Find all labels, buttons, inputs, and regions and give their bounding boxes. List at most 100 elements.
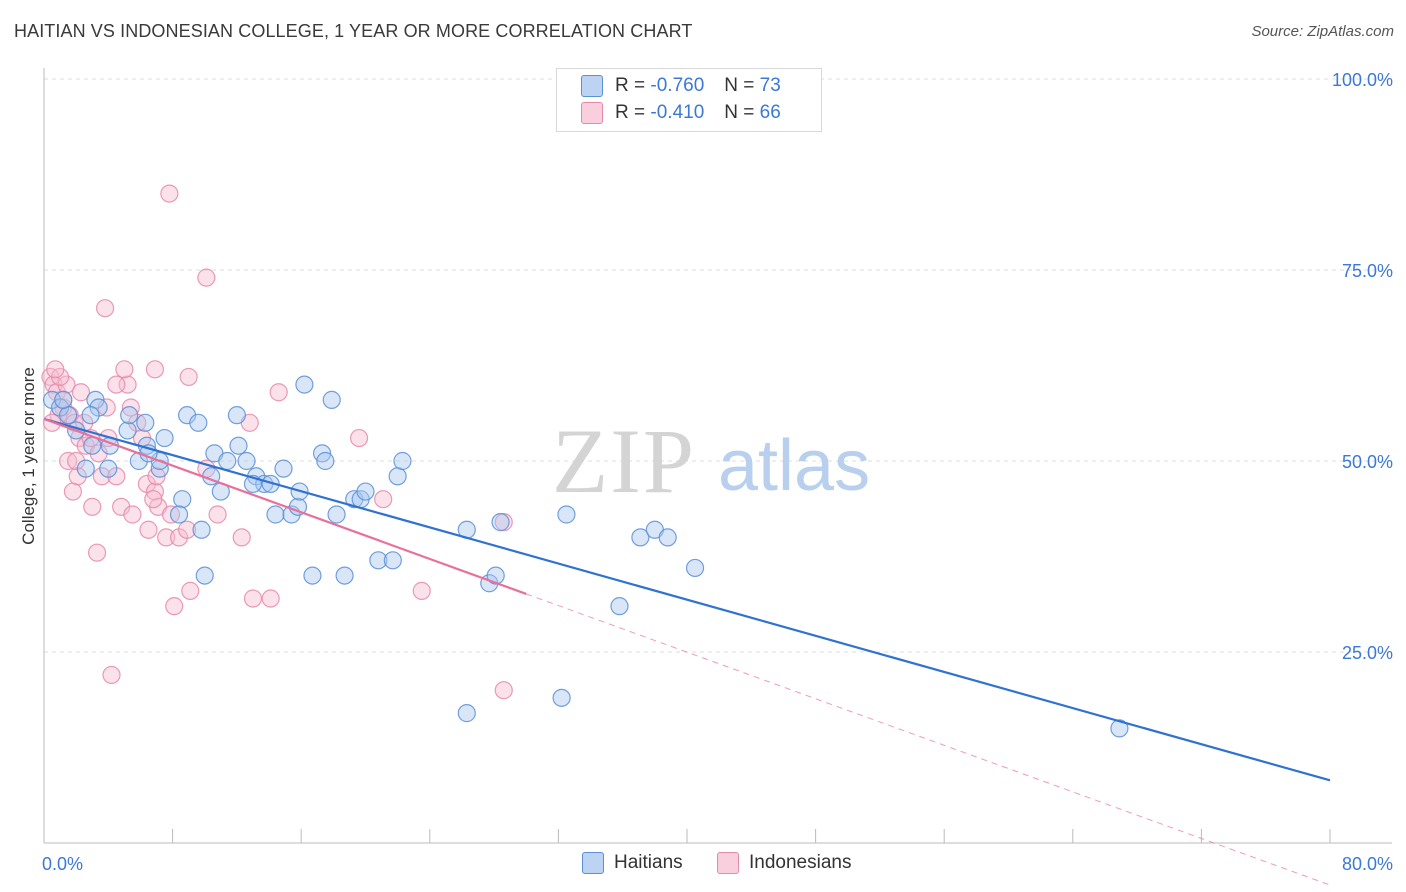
haitians-point-64 bbox=[685, 558, 705, 578]
indonesians-trend-extension bbox=[526, 593, 1331, 886]
indonesians-point-60 bbox=[123, 505, 142, 524]
haitians-point-41 bbox=[303, 566, 322, 585]
indonesians-point-65 bbox=[144, 490, 163, 509]
haitians-point-61 bbox=[631, 528, 650, 547]
n-label: N = bbox=[724, 102, 755, 123]
indonesians-point-11 bbox=[63, 482, 83, 501]
y-tick-label-0: 25.0% bbox=[1342, 643, 1393, 663]
r-value: -0.760 bbox=[650, 75, 705, 96]
indonesians-point-39 bbox=[374, 490, 393, 509]
haitians-point-24 bbox=[195, 566, 214, 585]
correlation-legend: R = -0.760 N = 73 R = -0.410 N = 66 bbox=[556, 68, 822, 132]
indonesians-point-63 bbox=[165, 597, 184, 616]
haitians-point-46 bbox=[335, 566, 354, 585]
haitians-point-40 bbox=[295, 375, 314, 394]
haitians-point-9 bbox=[99, 459, 118, 478]
indonesians-point-47 bbox=[107, 375, 126, 394]
haitians-point-66 bbox=[1110, 719, 1129, 738]
chart-title: HAITIAN VS INDONESIAN COLLEGE, 1 YEAR OR… bbox=[14, 21, 693, 41]
watermark-atlas: atlas bbox=[718, 426, 870, 506]
indonesians-point-50 bbox=[197, 268, 216, 287]
haitians-point-49 bbox=[356, 482, 375, 501]
watermark: ZIP atlas bbox=[552, 410, 870, 512]
haitians-point-65 bbox=[457, 704, 476, 723]
indonesians-point-58 bbox=[83, 497, 102, 516]
haitians-point-8 bbox=[81, 406, 100, 425]
haitians-swatch bbox=[582, 852, 604, 874]
indonesians-point-64 bbox=[243, 589, 263, 608]
haitians-point-11 bbox=[118, 421, 137, 440]
haitians-point-3 bbox=[54, 390, 73, 409]
haitians-point-59 bbox=[552, 688, 571, 707]
source-note: Source: ZipAtlas.com bbox=[1251, 23, 1394, 40]
indonesians-point-43 bbox=[102, 665, 121, 685]
haitians-point-50 bbox=[369, 551, 388, 570]
y-tick-label-3: 100.0% bbox=[1332, 70, 1393, 90]
indonesians-point-44 bbox=[145, 360, 165, 379]
haitians-point-29 bbox=[227, 406, 246, 425]
haitians-point-22 bbox=[189, 413, 208, 432]
indonesians-point-51 bbox=[87, 543, 107, 562]
n-value: 66 bbox=[759, 102, 781, 123]
haitians-point-53 bbox=[393, 451, 412, 471]
series-legend: Haitians Indonesians bbox=[0, 850, 1406, 880]
indonesians-point-57 bbox=[67, 451, 86, 471]
haitians-point-52 bbox=[388, 467, 407, 486]
indonesians-swatch bbox=[581, 102, 603, 124]
haitians-point-23 bbox=[192, 520, 211, 539]
haitians-point-44 bbox=[322, 390, 341, 409]
indonesians-point-36 bbox=[261, 589, 280, 608]
indonesians-point-42 bbox=[494, 681, 513, 700]
indonesians-point-40 bbox=[412, 581, 431, 600]
n-label: N = bbox=[724, 75, 755, 96]
haitians-point-60 bbox=[610, 597, 629, 616]
r-value: -0.410 bbox=[650, 102, 705, 123]
indonesians-point-52 bbox=[71, 383, 91, 402]
haitians-point-30 bbox=[229, 436, 248, 455]
indonesians-point-27 bbox=[157, 528, 176, 547]
haitians-point-12 bbox=[120, 406, 139, 425]
axes bbox=[43, 68, 1392, 844]
legend-row-indonesians: R = -0.410 N = 66 bbox=[581, 102, 781, 124]
haitians-point-57 bbox=[491, 513, 510, 532]
legend-item-indonesians[interactable]: Indonesians bbox=[717, 852, 851, 874]
haitians-point-17 bbox=[155, 428, 174, 448]
n-value: 73 bbox=[759, 75, 781, 96]
haitians-point-38 bbox=[288, 497, 308, 516]
y-tick-label-2: 75.0% bbox=[1342, 261, 1393, 281]
indonesians-point-31 bbox=[181, 581, 200, 600]
indonesians-trend-line bbox=[43, 417, 527, 595]
legend-item-haitians[interactable]: Haitians bbox=[582, 852, 683, 874]
x-tick-label-1: 80.0% bbox=[1342, 854, 1393, 874]
indonesians-point-25 bbox=[145, 482, 165, 501]
axis-labels: 25.0% 50.0% 75.0% 100.0% 0.0% 80.0% College, 1… bbox=[19, 70, 1393, 874]
haitians-points bbox=[42, 375, 1129, 738]
indonesians-point-38 bbox=[349, 428, 369, 448]
indonesians-point-34 bbox=[232, 528, 251, 547]
indonesians-point-48 bbox=[179, 367, 198, 387]
haitians-point-20 bbox=[169, 505, 189, 524]
haitians-point-6 bbox=[76, 459, 95, 478]
indonesians-point-45 bbox=[115, 360, 134, 379]
haitians-point-58 bbox=[557, 505, 576, 524]
watermark-zip: ZIP bbox=[552, 410, 696, 512]
indonesians-point-46 bbox=[95, 299, 115, 318]
indonesians-point-30 bbox=[177, 520, 197, 539]
y-tick-label-1: 50.0% bbox=[1342, 452, 1393, 472]
haitians-point-51 bbox=[383, 551, 402, 570]
haitians-point-28 bbox=[218, 451, 237, 471]
haitians-point-56 bbox=[486, 566, 505, 585]
haitians-point-63 bbox=[658, 528, 677, 547]
legend-label-haitians: Haitians bbox=[614, 852, 683, 873]
haitians-point-36 bbox=[274, 459, 293, 478]
legend-row-haitians: R = -0.760 N = 73 bbox=[581, 75, 781, 97]
haitians-point-2 bbox=[59, 406, 78, 425]
haitians-swatch bbox=[581, 75, 603, 97]
indonesians-point-33 bbox=[208, 505, 227, 524]
grid-lines bbox=[44, 78, 1392, 653]
indonesians-point-21 bbox=[121, 398, 140, 417]
x-tick-label-0: 0.0% bbox=[42, 854, 83, 874]
haitians-point-35 bbox=[266, 505, 285, 524]
haitians-point-43 bbox=[316, 451, 335, 471]
